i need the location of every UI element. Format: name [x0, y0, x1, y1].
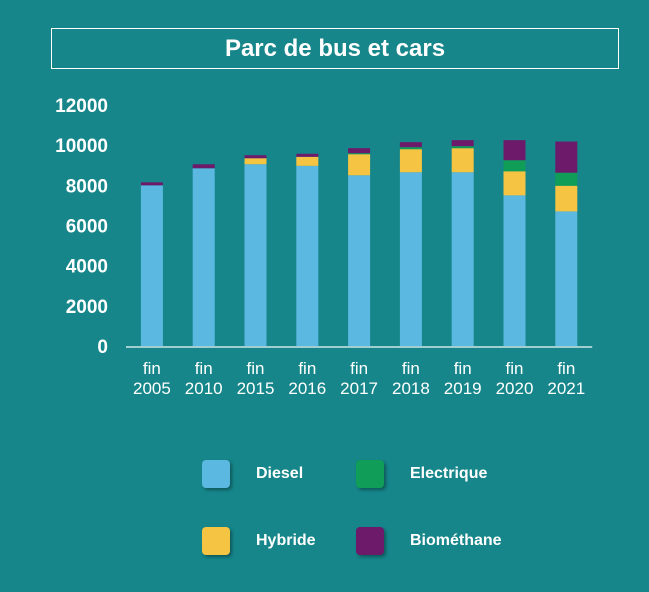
bar-segment-hybride — [451, 148, 474, 173]
legend-item-electrique: Electrique — [356, 460, 487, 488]
bar-segment-hybride — [296, 156, 319, 166]
y-tick-label: 0 — [97, 337, 108, 358]
legend-swatch-electrique — [356, 460, 384, 488]
bar-segment-diesel — [555, 211, 578, 346]
legend-item-biomethane: Biométhane — [356, 527, 502, 555]
bar-segment-electrique — [348, 153, 371, 155]
y-tick-label: 12000 — [55, 96, 108, 117]
bar-segment-diesel — [503, 195, 526, 346]
bar-segment-diesel — [399, 172, 422, 346]
y-tick-label: 8000 — [66, 176, 108, 197]
x-tick-label: fin 2015 — [237, 359, 275, 398]
bar-segment-biomthane — [503, 140, 526, 161]
x-tick-label: fin 2021 — [547, 359, 585, 398]
bar-segment-diesel — [192, 168, 215, 346]
bar-segment-diesel — [140, 185, 163, 346]
legend-label-biomethane: Biométhane — [410, 532, 502, 549]
legend-label-electrique: Electrique — [410, 465, 488, 482]
legend-swatch-biomethane — [356, 527, 384, 555]
bar-segment-biomthane — [451, 140, 474, 147]
y-tick-label: 6000 — [66, 217, 108, 238]
bar-segment-hybride — [244, 158, 267, 165]
x-tick-label: fin 2010 — [185, 359, 223, 398]
x-tick-label: fin 2020 — [496, 359, 534, 398]
bar-segment-diesel — [244, 164, 267, 346]
legend-label-diesel: Diesel — [256, 465, 304, 482]
bar-segment-electrique — [451, 146, 474, 149]
bar-segment-diesel — [451, 172, 474, 346]
y-tick-label: 10000 — [55, 136, 108, 157]
legend-swatch-diesel — [202, 460, 230, 488]
x-tick-label: fin 2016 — [288, 359, 326, 398]
y-tick-label: 4000 — [66, 257, 108, 278]
y-tick-label: 2000 — [66, 297, 108, 318]
chart-title-text: Parc de bus et cars — [224, 34, 446, 62]
bar-segment-biomthane — [244, 155, 267, 159]
bar-segment-diesel — [348, 175, 371, 346]
legend-item-hybride: Hybride — [202, 527, 316, 555]
bar-segment-biomthane — [192, 164, 215, 169]
bar-segment-biomthane — [296, 153, 319, 157]
legend-swatch-hybride — [202, 527, 230, 555]
stacked-bar-chart: 0 2000 4000 6000 8000 10000 12000 fin 2005 fin 201… — [55, 96, 593, 398]
bar-segment-biomthane — [399, 142, 422, 148]
bar-segment-hybride — [555, 185, 578, 212]
legend-label-hybride: Hybride — [256, 532, 316, 549]
x-tick-label: fin 2017 — [340, 359, 378, 398]
bar-segment-biomthane — [140, 182, 163, 186]
bar-segment-electrique — [399, 147, 422, 150]
bar-segment-hybride — [399, 149, 422, 173]
bar-segment-hybride — [503, 171, 526, 196]
bar-segment-electrique — [555, 172, 578, 186]
x-tick-label: fin 2005 — [133, 359, 171, 398]
bar-segment-biomthane — [348, 148, 371, 154]
legend-item-diesel: Diesel — [202, 460, 303, 488]
x-tick-label: fin 2019 — [444, 359, 482, 398]
x-tick-label: fin 2018 — [392, 359, 430, 398]
bar-segment-biomthane — [555, 141, 578, 173]
bar-segment-diesel — [296, 165, 319, 346]
chart-title: Parc de bus et cars — [51, 28, 619, 69]
bar-segment-hybride — [348, 154, 371, 176]
bar-segment-electrique — [503, 160, 526, 172]
